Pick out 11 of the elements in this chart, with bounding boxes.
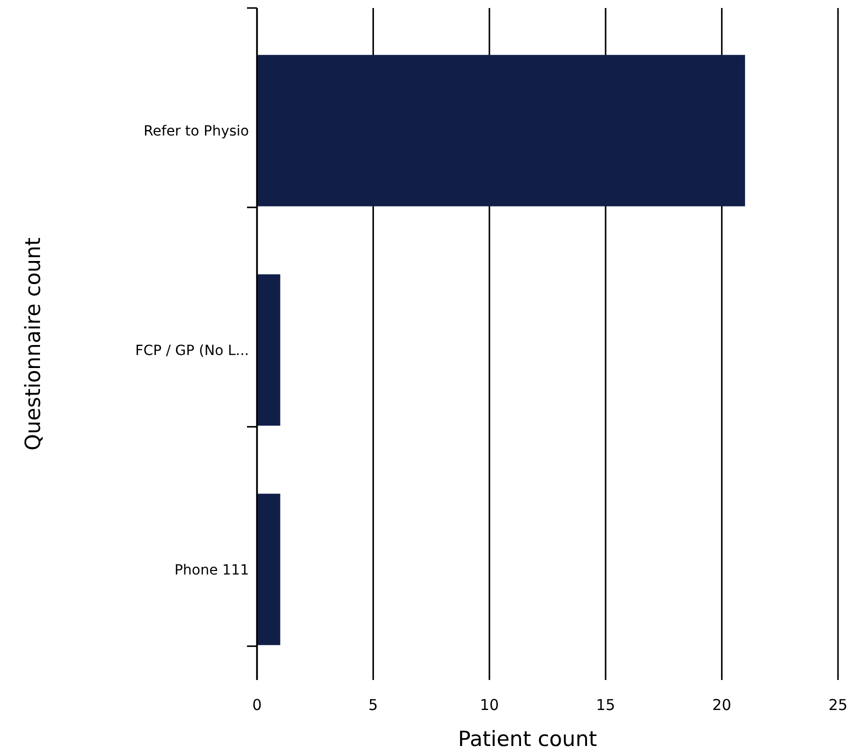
x-tick-label: 25 [828, 696, 848, 714]
x-axis-title: Patient count [458, 727, 598, 751]
y-tick-label: FCP / GP (No L... [135, 342, 249, 359]
x-tick-label: 0 [252, 696, 262, 714]
x-tick-label: 5 [368, 696, 378, 714]
x-tick-label: 15 [596, 696, 616, 714]
x-tick-label: 10 [480, 696, 499, 714]
x-tick-label: 20 [712, 696, 732, 714]
y-tick-label: Refer to Physio [144, 124, 249, 140]
y-axis-title: Questionnaire count [21, 238, 45, 450]
y-tick-label: Phone 111 [174, 562, 249, 578]
